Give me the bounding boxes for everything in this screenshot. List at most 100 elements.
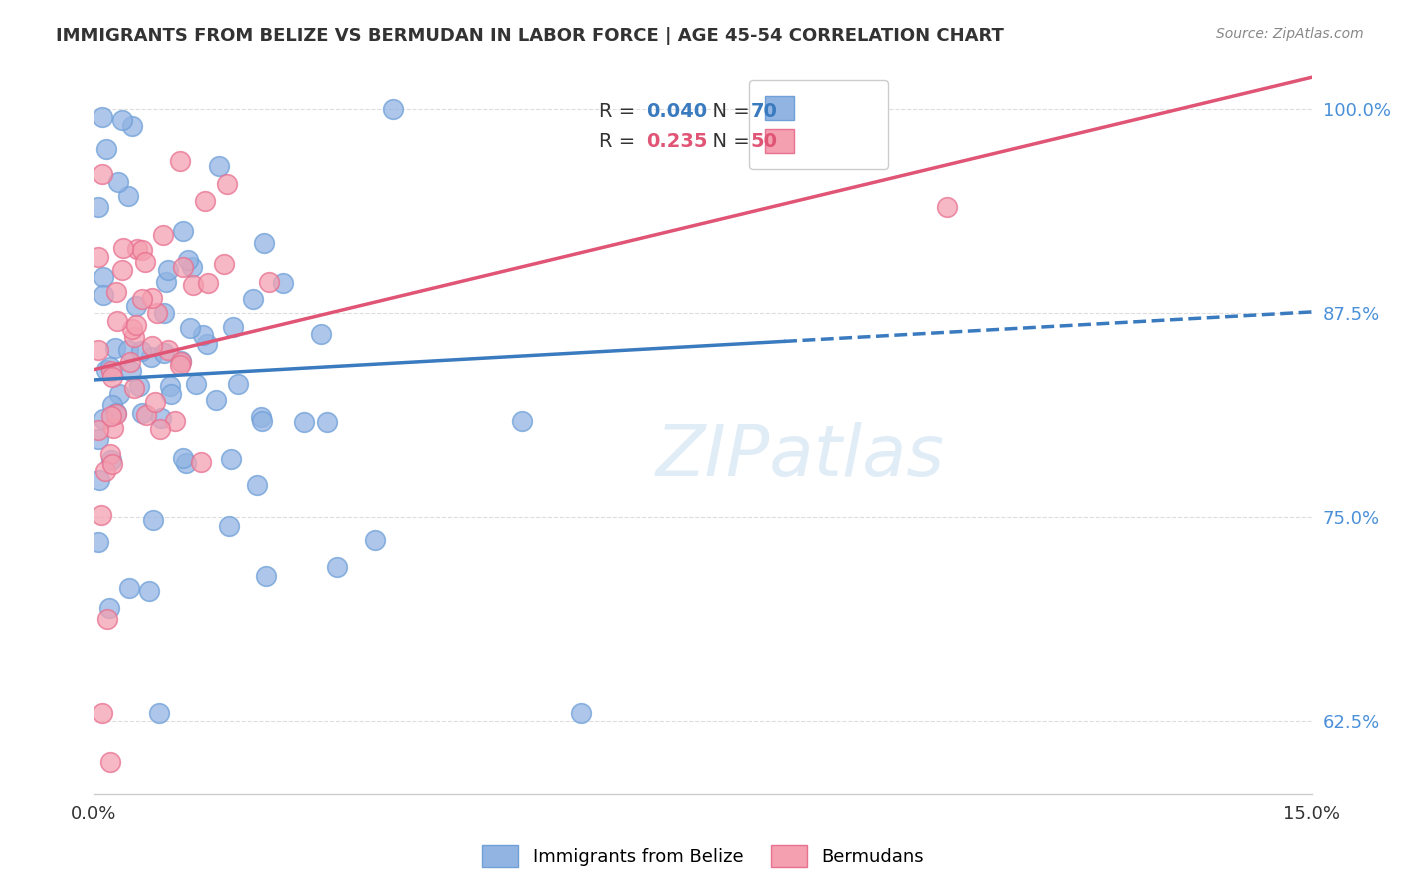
Point xyxy=(160,387,183,401)
Text: N =: N = xyxy=(700,132,756,152)
Point xyxy=(87,200,110,214)
Point xyxy=(309,327,332,342)
Text: 50: 50 xyxy=(751,132,778,152)
Point xyxy=(94,464,117,478)
Point xyxy=(179,321,201,335)
Point xyxy=(118,581,141,595)
Point xyxy=(172,224,194,238)
Point xyxy=(170,355,193,369)
Point xyxy=(131,244,153,258)
Point xyxy=(87,343,110,357)
Point xyxy=(131,406,153,420)
Point xyxy=(91,110,114,124)
Point xyxy=(222,319,245,334)
Point xyxy=(159,378,181,392)
Text: IMMIGRANTS FROM BELIZE VS BERMUDAN IN LABOR FORCE | AGE 45-54 CORRELATION CHART: IMMIGRANTS FROM BELIZE VS BERMUDAN IN LA… xyxy=(56,27,1004,45)
Point xyxy=(139,350,162,364)
Point xyxy=(155,275,177,289)
Point xyxy=(381,102,404,116)
Point xyxy=(100,453,122,467)
Point xyxy=(250,414,273,428)
Text: 0.040: 0.040 xyxy=(645,102,707,120)
Point xyxy=(176,253,198,268)
Point xyxy=(169,358,191,372)
Legend: Immigrants from Belize, Bermudans: Immigrants from Belize, Bermudans xyxy=(475,838,931,874)
Point xyxy=(87,474,110,488)
Point xyxy=(257,276,280,290)
Point xyxy=(111,112,134,127)
Point xyxy=(98,755,121,769)
Point xyxy=(142,513,165,527)
Point xyxy=(569,706,592,720)
Point xyxy=(97,601,120,615)
Point xyxy=(111,263,134,277)
Point xyxy=(94,362,117,376)
Point xyxy=(107,175,129,189)
Point xyxy=(122,381,145,395)
Point xyxy=(246,478,269,492)
Point xyxy=(138,584,160,599)
Point xyxy=(153,306,176,320)
Point xyxy=(205,392,228,407)
Point xyxy=(100,364,122,378)
Point xyxy=(510,414,533,428)
Point xyxy=(91,167,114,181)
Point xyxy=(219,452,242,467)
Point xyxy=(128,378,150,392)
Point xyxy=(101,370,124,384)
Point xyxy=(121,119,143,133)
Point xyxy=(176,456,198,470)
Point xyxy=(120,364,142,378)
Point xyxy=(121,322,143,336)
Point xyxy=(120,355,142,369)
Point xyxy=(316,415,339,429)
Point xyxy=(195,336,218,351)
Point xyxy=(104,341,127,355)
Point xyxy=(149,422,172,436)
Point xyxy=(152,227,174,242)
Point xyxy=(98,359,121,374)
Point xyxy=(169,153,191,168)
Point xyxy=(105,314,128,328)
Point xyxy=(141,339,163,353)
Point xyxy=(193,328,215,343)
Text: Source: ZipAtlas.com: Source: ZipAtlas.com xyxy=(1216,27,1364,41)
Point xyxy=(98,447,121,461)
Point xyxy=(364,533,387,547)
Point xyxy=(112,241,135,255)
Point xyxy=(104,406,127,420)
Point xyxy=(180,260,202,274)
Point xyxy=(172,451,194,466)
Point xyxy=(104,285,127,299)
Point xyxy=(87,250,110,264)
Point xyxy=(101,457,124,471)
Point xyxy=(105,407,128,421)
Point xyxy=(273,276,295,290)
Text: R =: R = xyxy=(599,132,648,152)
Point xyxy=(217,177,239,191)
Point xyxy=(254,569,277,583)
Point xyxy=(87,423,110,437)
Point xyxy=(226,376,249,391)
Point xyxy=(194,194,217,208)
Point xyxy=(181,278,204,293)
Point xyxy=(249,409,271,424)
Point xyxy=(87,535,110,549)
Point xyxy=(292,415,315,429)
Point xyxy=(117,343,139,357)
Point xyxy=(145,394,167,409)
Point xyxy=(117,189,139,203)
Point xyxy=(107,387,129,401)
Point xyxy=(186,376,208,391)
Point xyxy=(172,260,194,275)
Point xyxy=(91,706,114,720)
Text: R =: R = xyxy=(599,102,643,120)
Point xyxy=(91,270,114,285)
Point xyxy=(125,318,148,332)
Text: N =: N = xyxy=(700,102,756,120)
Point xyxy=(165,414,187,428)
Point xyxy=(94,142,117,156)
Point xyxy=(131,292,153,306)
Point xyxy=(101,398,124,412)
Point xyxy=(91,287,114,301)
